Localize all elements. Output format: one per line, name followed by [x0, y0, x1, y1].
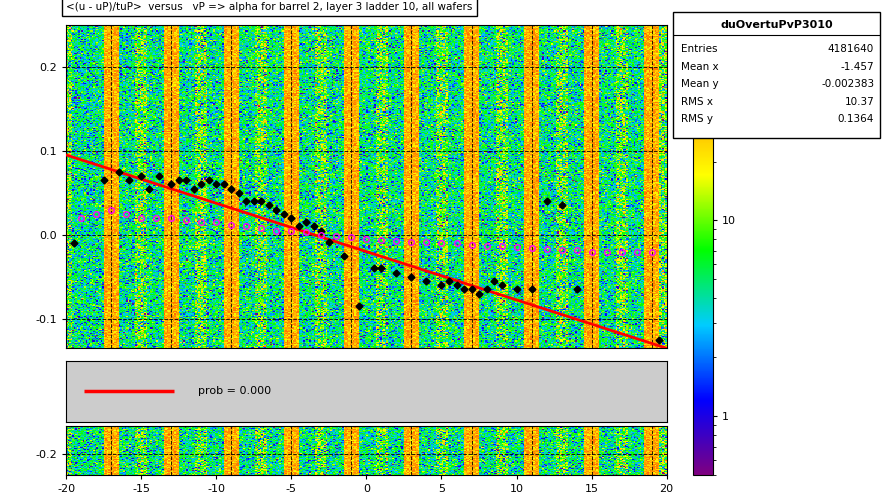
Text: 4181640: 4181640 — [828, 44, 874, 54]
Text: <(u - uP)/tuP>  versus   vP => alpha for barrel 2, layer 3 ladder 10, all wafers: <(u - uP)/tuP> versus vP => alpha for ba… — [66, 2, 472, 12]
FancyBboxPatch shape — [673, 12, 880, 138]
Text: Mean x: Mean x — [681, 62, 719, 72]
Text: 10.37: 10.37 — [844, 97, 874, 107]
Text: $10^{-1}$: $10^{-1}$ — [742, 493, 766, 494]
Text: RMS y: RMS y — [681, 115, 713, 124]
Text: Entries: Entries — [681, 44, 718, 54]
Text: 0.1364: 0.1364 — [838, 115, 874, 124]
Text: Mean y: Mean y — [681, 79, 719, 89]
Text: -1.457: -1.457 — [841, 62, 874, 72]
Text: prob = 0.000: prob = 0.000 — [199, 386, 271, 397]
Text: duOvertuPvP3010: duOvertuPvP3010 — [721, 20, 833, 30]
Text: RMS x: RMS x — [681, 97, 713, 107]
Text: -0.002383: -0.002383 — [821, 79, 874, 89]
